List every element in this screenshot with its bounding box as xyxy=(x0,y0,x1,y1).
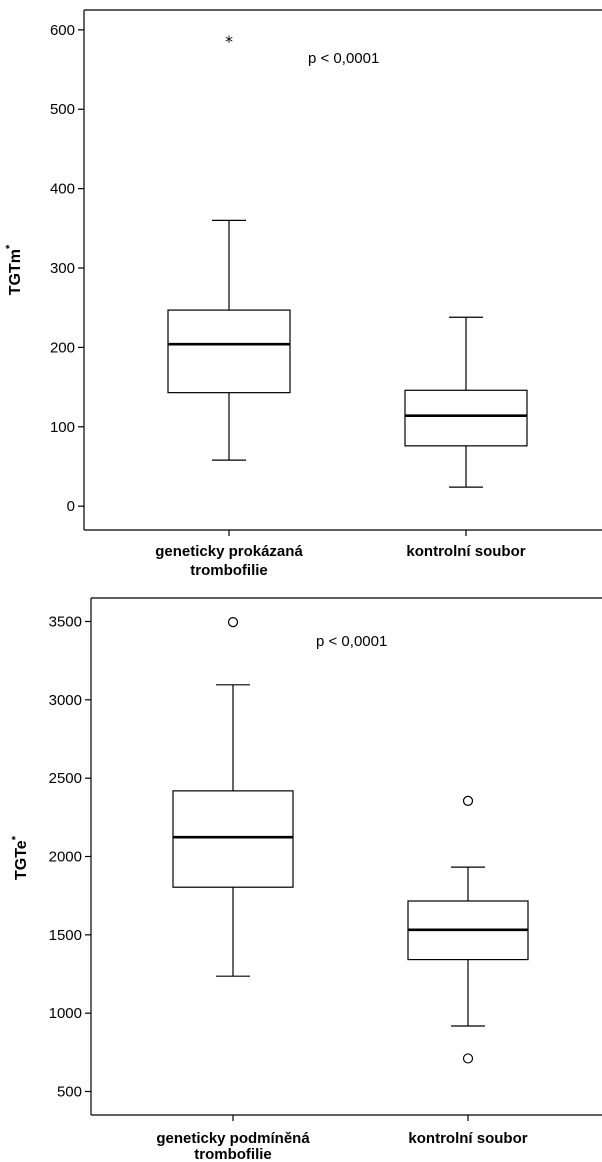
outlier-circle-marker xyxy=(229,618,238,627)
x-category-label: geneticky podmíněná xyxy=(156,1130,310,1147)
x-category-label-line2: trombofilie xyxy=(194,1146,272,1162)
y-tick-label: 3000 xyxy=(49,692,82,709)
box-iqr xyxy=(405,390,527,446)
x-category-label: kontrolní soubor xyxy=(406,543,525,560)
p-value-annotation: p < 0,0001 xyxy=(308,50,379,67)
y-axis-title: TGTm* xyxy=(4,244,24,295)
y-tick-label: 0 xyxy=(67,498,75,515)
y-tick-label: 200 xyxy=(50,339,75,356)
y-tick-label: 2500 xyxy=(49,770,82,787)
y-tick-label: 1500 xyxy=(49,927,82,944)
x-category-label-line2: trombofilie xyxy=(190,562,268,579)
y-axis-title: TGTe* xyxy=(10,835,30,880)
y-tick-label: 600 xyxy=(50,22,75,39)
y-axis-title-text: TGTm xyxy=(7,249,24,295)
y-tick-label: 500 xyxy=(50,101,75,118)
x-category-label: kontrolní soubor xyxy=(408,1130,527,1147)
outlier-circle-marker xyxy=(464,1054,473,1063)
y-tick-label: 400 xyxy=(50,181,75,198)
y-tick-label: 1000 xyxy=(49,1005,82,1022)
p-value-annotation: p < 0,0001 xyxy=(316,633,387,650)
x-category-label: geneticky prokázaná xyxy=(155,543,303,560)
box-iqr xyxy=(168,310,290,393)
y-tick-label: 2000 xyxy=(49,849,82,866)
y-axis-title-superscript: * xyxy=(10,835,22,840)
y-tick-label: 3500 xyxy=(49,614,82,631)
outlier-circle-marker xyxy=(464,796,473,805)
y-tick-label: 500 xyxy=(57,1084,82,1101)
y-tick-label: 100 xyxy=(50,419,75,436)
outlier-star-marker: * xyxy=(225,32,233,51)
y-tick-label: 300 xyxy=(50,260,75,277)
box-iqr xyxy=(173,791,293,887)
y-axis-title-text: TGTe xyxy=(13,840,30,880)
y-axis-title-superscript: * xyxy=(4,244,16,249)
